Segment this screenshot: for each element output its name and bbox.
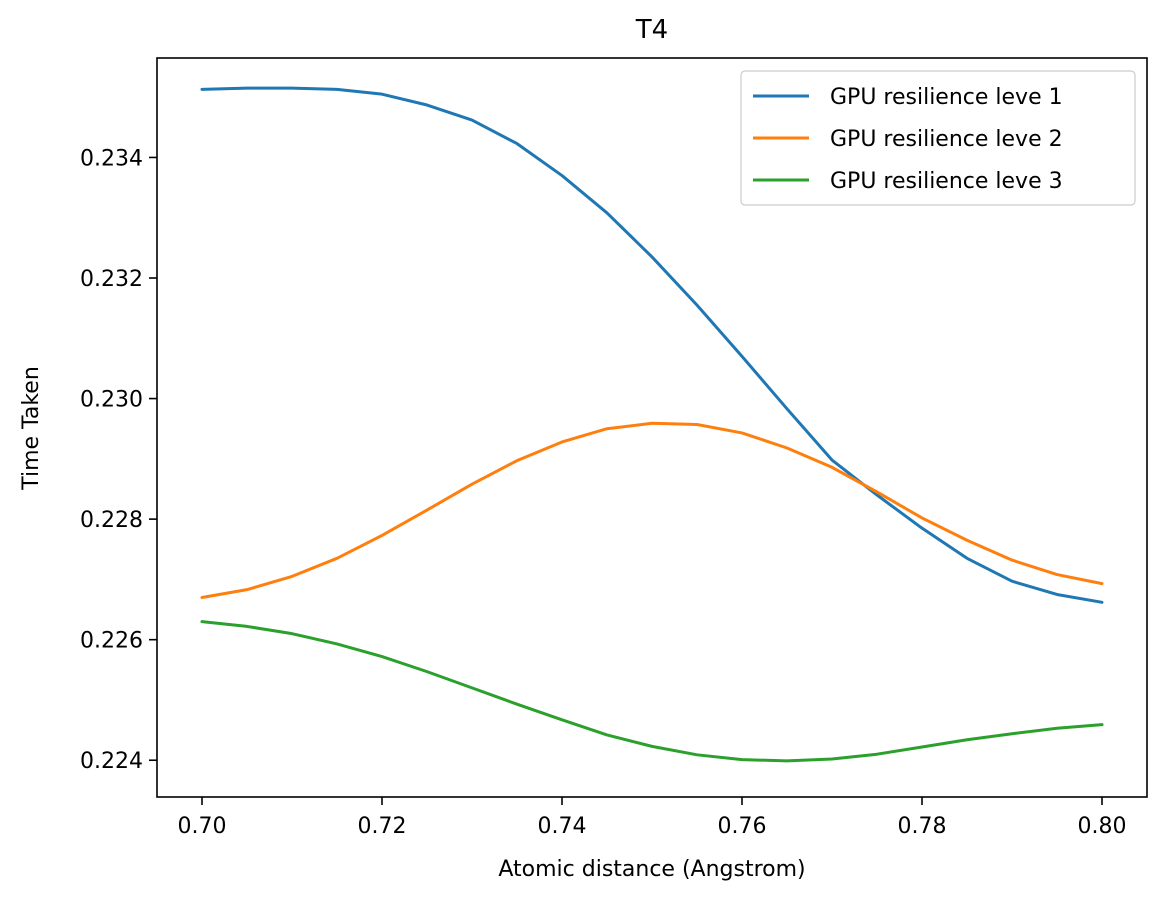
- y-tick-label: 0.228: [80, 508, 143, 533]
- legend-label-1: GPU resilience leve 1: [830, 85, 1063, 110]
- legend-box: [740, 70, 1136, 206]
- y-axis-label: Time Taken: [19, 366, 44, 491]
- x-axis: 0.70 0.72 0.74 0.76 0.78 0.80: [178, 797, 1127, 839]
- plot-area: [200, 86, 1104, 763]
- y-axis: 0.224 0.226 0.228 0.230 0.232 0.234: [80, 146, 157, 774]
- chart-title: T4: [635, 15, 668, 45]
- y-tick-label: 0.226: [80, 629, 143, 654]
- x-tick-label: 0.76: [718, 814, 767, 839]
- legend-label-3: GPU resilience leve 3: [830, 169, 1063, 194]
- x-tick-label: 0.78: [898, 814, 947, 839]
- plot-frame: [156, 57, 1148, 798]
- x-tick-label: 0.70: [178, 814, 227, 839]
- legend-label-2: GPU resilience leve 2: [830, 127, 1063, 152]
- y-tick-label: 0.224: [80, 749, 143, 774]
- legend: GPU resilience leve 1 GPU resilience leve…: [740, 70, 1136, 206]
- series-line-1: [200, 86, 1104, 604]
- y-tick-label: 0.234: [80, 146, 143, 171]
- x-tick-label: 0.74: [538, 814, 587, 839]
- y-tick-label: 0.230: [80, 388, 143, 413]
- x-tick-label: 0.72: [358, 814, 407, 839]
- series-line-2: [200, 421, 1104, 599]
- x-axis-label: Atomic distance (Angstrom): [498, 857, 805, 882]
- series-line-3: [200, 620, 1104, 763]
- x-tick-label: 0.80: [1078, 814, 1127, 839]
- y-tick-label: 0.232: [80, 267, 143, 292]
